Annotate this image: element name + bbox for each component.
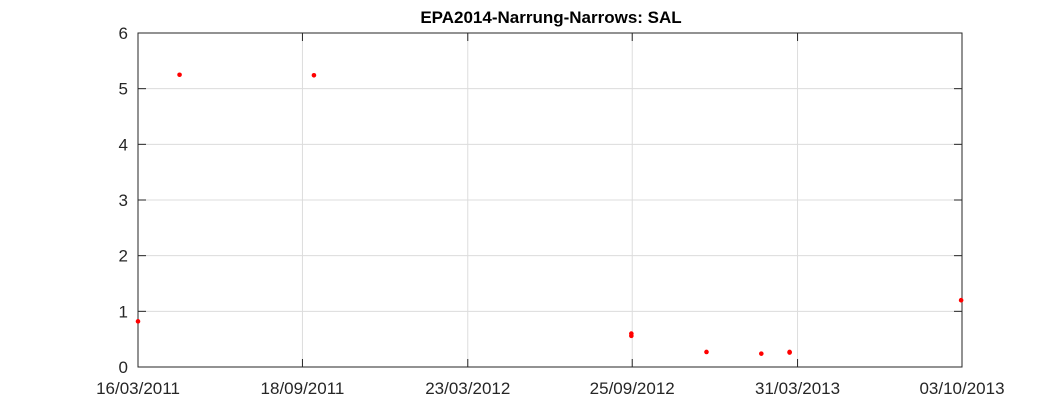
y-tick-label: 3 [119, 191, 128, 210]
data-point [135, 319, 141, 324]
data-point [759, 351, 764, 356]
data-point [629, 331, 634, 336]
x-tick-label: 18/09/2011 [261, 379, 345, 398]
x-tick-label: 03/10/2013 [919, 379, 1004, 398]
x-tick-label: 16/03/2011 [96, 379, 180, 398]
y-tick-label: 0 [119, 358, 128, 377]
y-tick-label: 1 [119, 302, 128, 321]
axis-ticks [137, 32, 963, 368]
y-tick-label: 5 [119, 80, 128, 99]
chart-title: EPA2014-Narrung-Narrows: SAL [420, 8, 681, 27]
data-point [787, 349, 792, 355]
grid [137, 32, 963, 368]
y-tick-label: 4 [119, 135, 128, 154]
data-point [704, 349, 709, 355]
x-tick-label: 25/09/2012 [590, 379, 675, 398]
x-tick-label: 23/03/2012 [425, 379, 510, 398]
x-tick-label: 31/03/2013 [755, 379, 840, 398]
y-tick-label: 6 [119, 24, 128, 43]
data-point [958, 297, 964, 303]
data-points [135, 72, 964, 356]
y-tick-label: 2 [119, 247, 128, 266]
tick-labels: 0 1 2 3 4 5 6 16/03/2011 18/09/2011 23/03/2012 25/… [96, 24, 1004, 398]
data-point [177, 72, 182, 78]
data-point [311, 73, 317, 78]
